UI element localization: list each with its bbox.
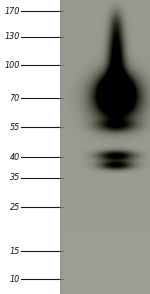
Text: 170: 170	[5, 7, 20, 16]
Text: 100: 100	[5, 61, 20, 70]
Text: 40: 40	[10, 153, 20, 162]
Text: 130: 130	[5, 32, 20, 41]
Text: 25: 25	[10, 203, 20, 212]
Text: 10: 10	[10, 275, 20, 284]
Text: 55: 55	[10, 123, 20, 131]
Text: 70: 70	[10, 94, 20, 103]
Text: 35: 35	[10, 173, 20, 182]
Text: 15: 15	[10, 247, 20, 256]
